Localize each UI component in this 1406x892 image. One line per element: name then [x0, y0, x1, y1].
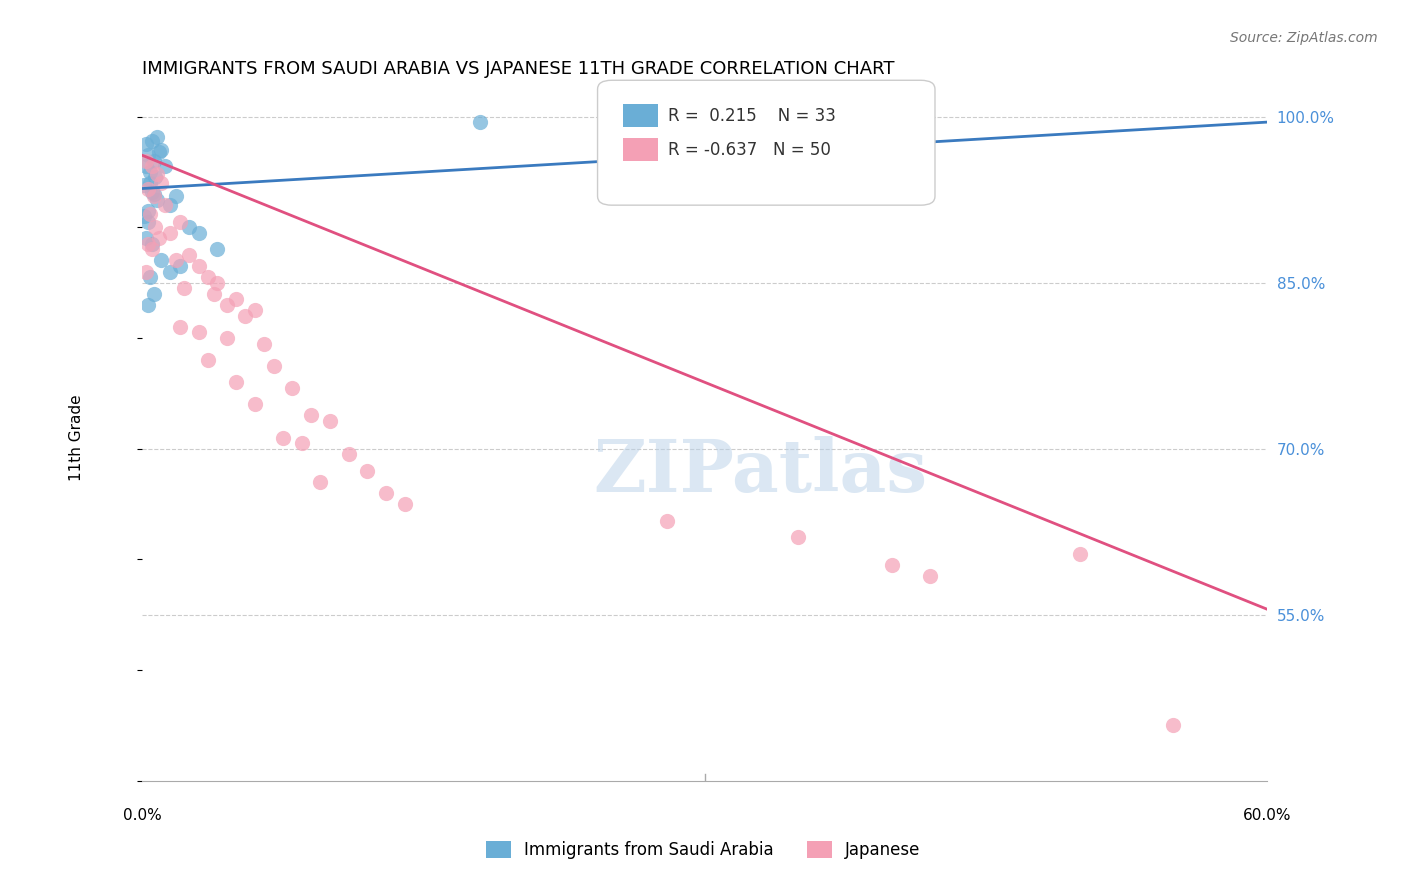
Point: [235, 309, 257, 323]
Point: [215, 331, 238, 345]
Point: [136, 215, 159, 229]
Point: [146, 167, 169, 181]
Point: [215, 298, 238, 312]
Point: [139, 176, 162, 190]
Text: 60.0%: 60.0%: [1243, 808, 1291, 823]
Point: [187, 259, 209, 273]
Point: [165, 253, 187, 268]
Text: 0.0%: 0.0%: [122, 808, 162, 823]
Point: [882, 558, 904, 572]
Point: [179, 248, 201, 262]
Text: Source: ZipAtlas.com: Source: ZipAtlas.com: [1230, 31, 1378, 45]
Point: [169, 259, 191, 273]
Point: [173, 281, 195, 295]
Point: [146, 193, 169, 207]
Point: [159, 198, 181, 212]
Point: [159, 226, 181, 240]
Point: [169, 215, 191, 229]
Point: [165, 189, 187, 203]
Point: [197, 270, 219, 285]
Point: [243, 397, 266, 411]
Point: [136, 203, 159, 218]
Point: [225, 376, 247, 390]
Point: [1069, 547, 1091, 561]
Point: [337, 447, 360, 461]
Point: [281, 381, 304, 395]
Text: R =  0.215    N = 33: R = 0.215 N = 33: [668, 107, 835, 125]
Point: [263, 359, 285, 373]
Point: [918, 569, 941, 583]
Point: [141, 185, 163, 199]
Point: [197, 353, 219, 368]
Point: [179, 220, 201, 235]
Point: [139, 165, 162, 179]
Text: R = -0.637   N = 50: R = -0.637 N = 50: [668, 141, 831, 159]
Point: [319, 414, 342, 428]
Point: [356, 464, 378, 478]
Point: [153, 160, 176, 174]
Point: [394, 497, 416, 511]
Point: [1163, 718, 1185, 732]
Point: [135, 137, 157, 152]
Point: [134, 178, 156, 193]
Point: [135, 153, 157, 168]
Point: [291, 436, 314, 450]
Point: [145, 220, 167, 235]
Point: [225, 292, 247, 306]
Point: [141, 160, 163, 174]
Text: ZIPatlas: ZIPatlas: [593, 436, 928, 508]
Point: [148, 145, 170, 159]
Point: [299, 409, 322, 423]
Point: [135, 160, 157, 174]
Text: 11th Grade: 11th Grade: [69, 394, 84, 481]
Point: [187, 326, 209, 340]
Point: [159, 264, 181, 278]
Point: [375, 486, 398, 500]
Legend: Immigrants from Saudi Arabia, Japanese: Immigrants from Saudi Arabia, Japanese: [479, 834, 927, 866]
Point: [202, 286, 225, 301]
Point: [169, 319, 191, 334]
Point: [153, 198, 176, 212]
Point: [142, 153, 165, 168]
Point: [468, 115, 491, 129]
Point: [787, 530, 810, 544]
Point: [136, 148, 159, 162]
Point: [148, 231, 170, 245]
Text: IMMIGRANTS FROM SAUDI ARABIA VS JAPANESE 11TH GRADE CORRELATION CHART: IMMIGRANTS FROM SAUDI ARABIA VS JAPANESE…: [142, 60, 894, 78]
Point: [150, 143, 173, 157]
Point: [145, 170, 167, 185]
Point: [141, 134, 163, 148]
Point: [253, 336, 276, 351]
Point: [139, 270, 162, 285]
Point: [150, 253, 173, 268]
Point: [135, 231, 157, 245]
Point: [187, 226, 209, 240]
Point: [142, 187, 165, 202]
Point: [657, 514, 679, 528]
Point: [271, 431, 294, 445]
Point: [142, 189, 165, 203]
Point: [309, 475, 332, 489]
Point: [139, 207, 162, 221]
Point: [134, 209, 156, 223]
Point: [207, 276, 229, 290]
Point: [136, 298, 159, 312]
Point: [142, 286, 165, 301]
Point: [207, 243, 229, 257]
Point: [146, 129, 169, 144]
Point: [141, 243, 163, 257]
Point: [135, 264, 157, 278]
Point: [243, 303, 266, 318]
Point: [136, 181, 159, 195]
Point: [136, 236, 159, 251]
Point: [141, 236, 163, 251]
Point: [150, 176, 173, 190]
